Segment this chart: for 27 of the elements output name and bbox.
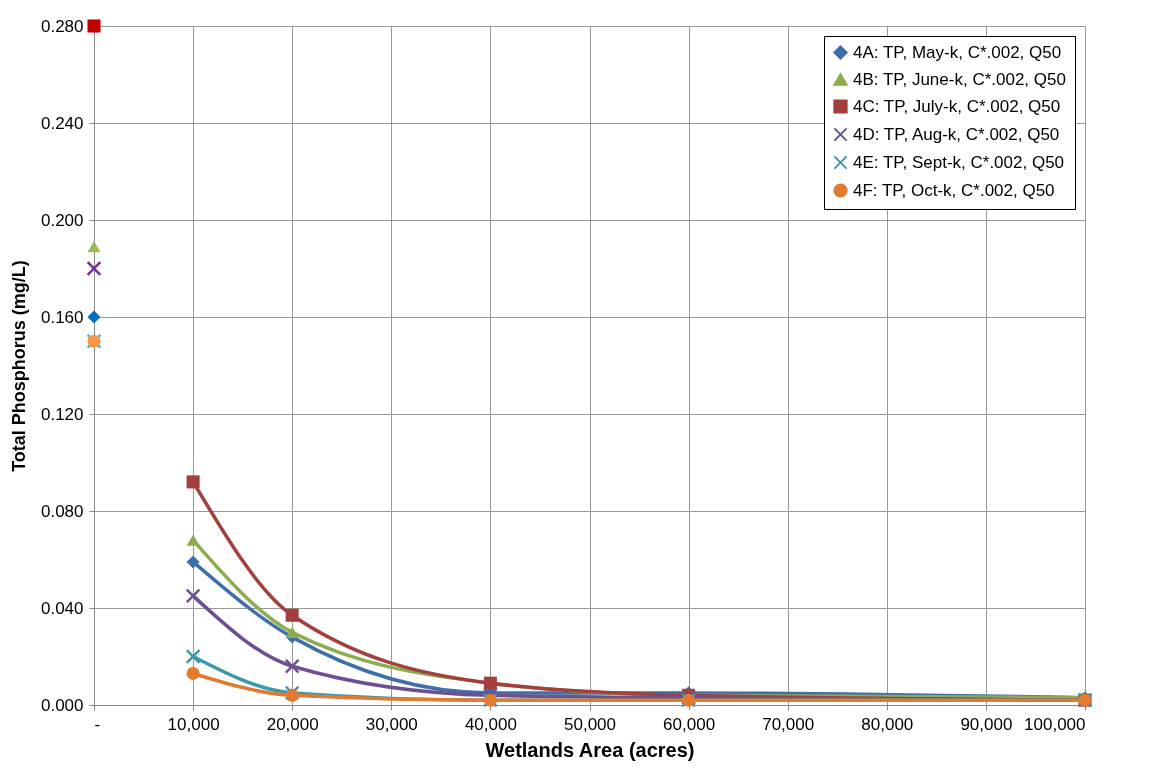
x-tick-label: 90,000 [960, 714, 1013, 734]
legend-label: 4F: TP, Oct-k, C*.002, Q50 [853, 180, 1055, 200]
x-tick-label: 80,000 [861, 714, 914, 734]
x-tick-label: 10,000 [167, 714, 220, 734]
legend-label: 4A: TP, May-k, C*.002, Q50 [853, 42, 1062, 62]
y-tick-label: 0.000 [40, 695, 84, 715]
x-tick-label: - [94, 714, 101, 734]
x-tick-label: 20,000 [266, 714, 319, 734]
y-tick-label: 0.240 [40, 113, 84, 133]
x-tick-label: 30,000 [365, 714, 418, 734]
y-tick-label: 0.120 [40, 404, 84, 424]
legend-label: 4E: TP, Sept-k, C*.002, Q50 [853, 152, 1065, 172]
x-tick-label: 60,000 [663, 714, 716, 734]
y-tick-label: 0.080 [40, 501, 84, 521]
x-tick-label: 70,000 [762, 714, 815, 734]
x-axis-title: Wetlands Area (acres) [485, 738, 695, 761]
y-tick-label: 0.200 [40, 210, 84, 230]
x-tick-label: 40,000 [464, 714, 517, 734]
legend-label: 4B: TP, June-k, C*.002, Q50 [853, 69, 1066, 89]
y-tick-label: 0.280 [40, 16, 84, 36]
y-tick-label: 0.160 [40, 307, 84, 327]
y-tick-label: 0.040 [40, 598, 84, 618]
legend-label: 4C: TP, July-k, C*.002, Q50 [853, 96, 1061, 116]
x-tick-label: 50,000 [564, 714, 616, 734]
x-tick-label: 100,000 [1024, 714, 1086, 734]
y-axis-title: Total Phosphorus (mg/L) [8, 260, 29, 472]
legend-label: 4D: TP, Aug-k, C*.002, Q50 [853, 124, 1060, 144]
